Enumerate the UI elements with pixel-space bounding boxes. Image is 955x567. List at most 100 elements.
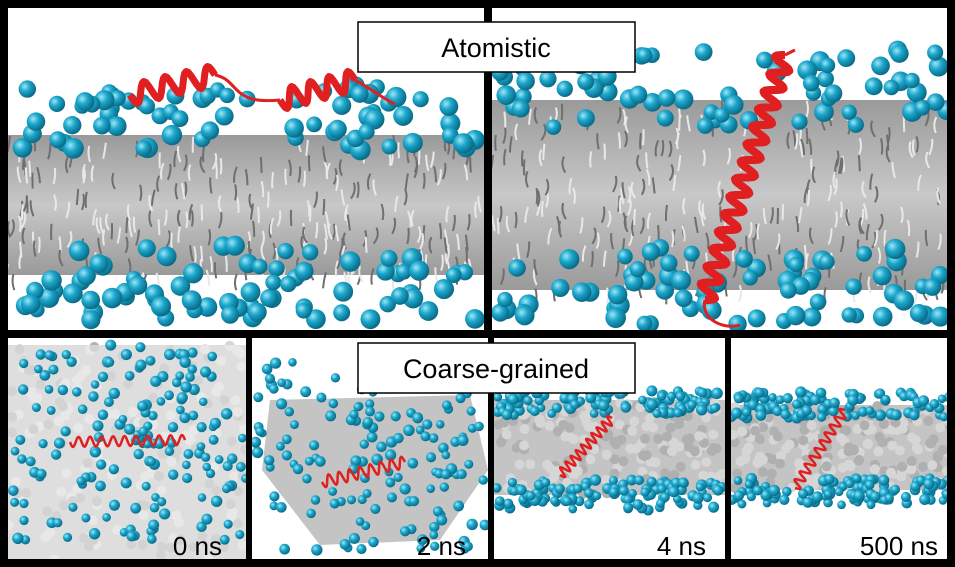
headgroup: [241, 282, 261, 302]
headgroup: [873, 266, 892, 285]
headgroup: [60, 426, 70, 436]
lipid-bead: [873, 446, 883, 456]
headgroup: [385, 478, 395, 488]
headgroup: [276, 398, 287, 409]
headgroup: [363, 489, 372, 498]
headgroup: [347, 495, 356, 504]
headgroup: [745, 480, 754, 489]
lipid-bead: [737, 427, 747, 437]
headgroup: [791, 114, 807, 130]
headgroup: [147, 457, 156, 466]
headgroup: [210, 418, 221, 429]
headgroup: [325, 410, 336, 421]
lipid-tail: [859, 155, 860, 171]
lipid-tail: [658, 225, 659, 241]
lipid-tail: [268, 192, 269, 208]
headgroup: [783, 393, 793, 403]
headgroup: [394, 473, 403, 482]
lipid-tail: [39, 237, 40, 253]
headgroup: [280, 276, 296, 292]
headgroup: [819, 254, 835, 270]
lipid-tail: [226, 256, 227, 272]
headgroup: [735, 250, 753, 268]
headgroup: [786, 306, 806, 326]
headgroup: [871, 57, 890, 76]
lipid-bead: [870, 464, 880, 474]
headgroup: [803, 75, 820, 92]
time-label: 2 ns: [417, 531, 466, 561]
headgroup: [890, 44, 909, 63]
headgroup: [802, 405, 812, 415]
lipid-bead: [708, 430, 718, 440]
headgroup: [768, 485, 779, 496]
time-label: 0 ns: [173, 531, 222, 561]
headgroup: [109, 464, 119, 474]
headgroup: [466, 519, 477, 530]
headgroup: [667, 392, 676, 401]
headgroup: [734, 490, 745, 501]
headgroup: [89, 528, 100, 539]
headgroup: [738, 500, 747, 509]
headgroup: [88, 391, 98, 401]
headgroup: [360, 309, 380, 329]
headgroup: [296, 303, 312, 319]
lipid-bead: [653, 434, 663, 444]
headgroup: [825, 474, 835, 484]
lipid-tail: [495, 135, 496, 151]
headgroup: [442, 451, 451, 460]
headgroup: [865, 480, 875, 490]
headgroup: [551, 279, 569, 297]
headgroup: [328, 487, 337, 496]
lipid-tail: [666, 205, 667, 221]
headgroup: [568, 505, 577, 514]
headgroup: [910, 481, 920, 491]
lipid-tail: [221, 158, 222, 174]
headgroup: [820, 58, 835, 73]
headgroup: [282, 450, 292, 460]
lipid-bead: [758, 455, 768, 465]
headgroup: [182, 290, 202, 310]
headgroup: [660, 254, 678, 272]
headgroup: [909, 410, 920, 421]
headgroup: [285, 407, 295, 417]
headgroup: [183, 449, 193, 459]
headgroup: [824, 490, 833, 499]
headgroup: [138, 239, 156, 257]
headgroup: [929, 399, 939, 409]
headgroup: [236, 462, 246, 472]
headgroup: [18, 384, 28, 394]
headgroup: [842, 307, 857, 322]
lipid-bead: [676, 462, 686, 472]
headgroup: [598, 400, 609, 411]
headgroup: [409, 496, 419, 506]
lipid-bead: [844, 442, 854, 452]
lipid-tail: [235, 184, 236, 200]
lipid-tail: [522, 150, 523, 166]
headgroup: [393, 433, 404, 444]
headgroup: [756, 52, 773, 69]
headgroup: [219, 88, 234, 103]
headgroup: [162, 125, 182, 145]
headgroup: [253, 392, 263, 402]
headgroup: [629, 86, 647, 104]
headgroup: [904, 73, 919, 88]
headgroup: [640, 488, 649, 497]
headgroup: [865, 77, 883, 95]
headgroup: [105, 357, 115, 367]
headgroup: [792, 399, 802, 409]
headgroup: [221, 306, 239, 324]
headgroup: [559, 249, 579, 269]
time-label: 500 ns: [860, 531, 938, 561]
headgroup: [387, 492, 397, 502]
headgroup: [183, 263, 203, 283]
lipid-tail: [640, 133, 641, 149]
panel-label: Atomistic: [441, 33, 551, 63]
headgroup: [121, 477, 132, 488]
headgroup: [675, 289, 693, 307]
lipid-tail: [309, 155, 310, 171]
headgroup: [197, 422, 207, 432]
lipid-bead: [775, 459, 785, 469]
lipid-tail: [475, 202, 476, 218]
headgroup: [621, 402, 631, 412]
headgroup: [692, 493, 703, 504]
